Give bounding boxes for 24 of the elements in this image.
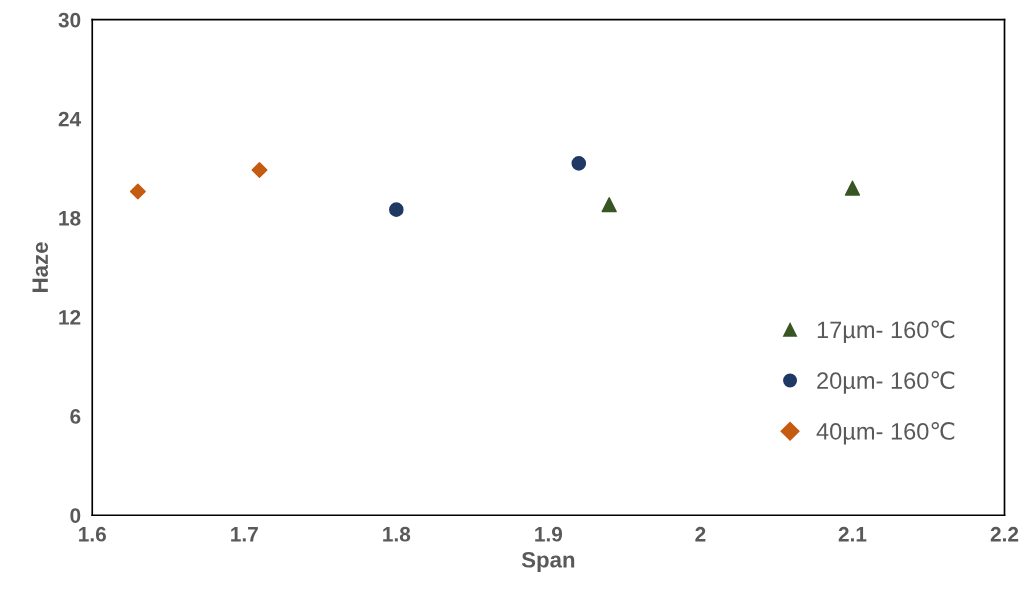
point — [389, 202, 404, 217]
legend-label: 17µm- 160℃ — [817, 320, 955, 343]
y-tick-label: 6 — [70, 409, 81, 424]
point — [571, 156, 587, 171]
y-tick-label: 0 — [70, 508, 81, 523]
legend-label: 40µm- 160℃ — [816, 421, 955, 445]
legend-label: 20µm- 160℃ — [817, 371, 955, 394]
x-tick-label: 2 — [695, 526, 706, 542]
point — [844, 180, 861, 196]
y-tick-label: 30 — [58, 12, 81, 28]
x-axis-title: Span — [521, 551, 575, 573]
y-axis-title: Haze — [32, 242, 49, 292]
point — [601, 197, 617, 213]
x-tick-label: 2.1 — [838, 526, 867, 542]
x-tick-label: 1.8 — [383, 526, 411, 542]
x-tick-label: 2.2 — [990, 526, 1019, 542]
x-tick-label: 1.6 — [79, 526, 106, 542]
x-tick-label: 1.7 — [231, 527, 258, 542]
point — [251, 162, 268, 178]
y-tick-label: 12 — [59, 310, 81, 325]
y-tick-label: 18 — [59, 210, 81, 226]
y-tick-label: 24 — [58, 111, 82, 127]
point — [129, 183, 146, 200]
x-tick-label: 1.9 — [535, 526, 563, 542]
